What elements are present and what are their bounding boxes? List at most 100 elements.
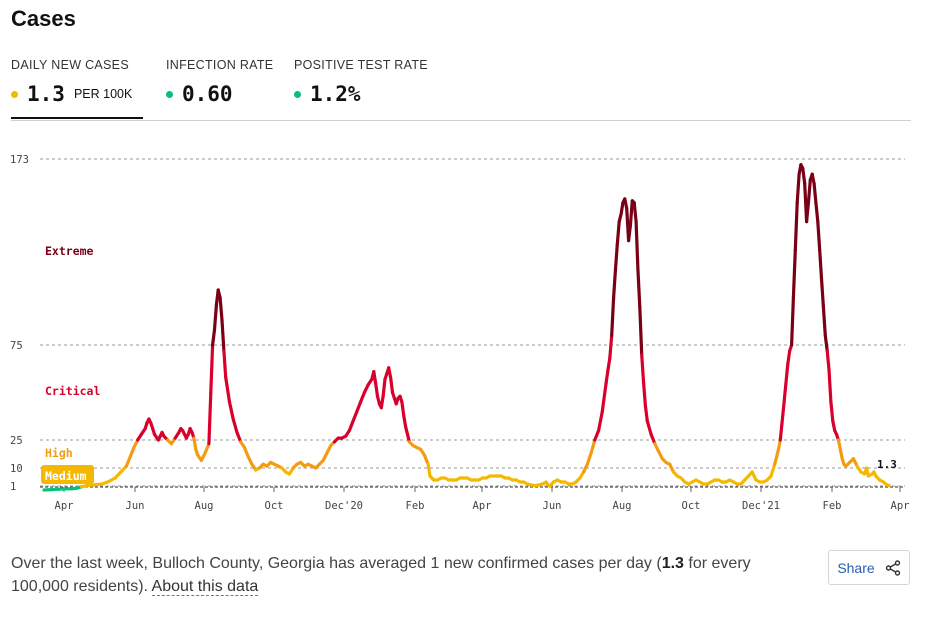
series-line-segment [638,305,644,357]
series-line-segment [831,419,837,433]
series-line-segment [769,462,777,478]
series-line-segment [821,305,827,338]
series-line-segment [212,303,218,332]
series-line-segment [224,375,232,404]
zone-label-high: High [45,446,73,460]
series-line-segment [816,219,822,252]
series-line-segment [585,451,593,466]
metric-tabs: DAILY NEW CASES 1.3 PER 100K INFECTION R… [11,58,911,121]
series-line-segment [793,201,799,252]
series-line-segment [593,428,601,442]
status-dot-icon [294,90,301,98]
tab-value: 1.2% [310,82,361,106]
tab-value: 1.3 [27,82,65,106]
tab-positive-test-rate[interactable]: POSITIVE TEST RATE 1.2% [294,58,428,106]
series-line-segment [203,442,211,455]
series-line-segment [795,172,801,205]
series-line-segment [782,362,790,404]
series-line-segment [791,248,797,300]
tab-unit: PER 100K [73,87,133,101]
zone-label-medium: Medium [45,469,87,483]
series-line-segment [810,172,816,186]
series-line-segment [806,178,812,205]
series-line-segment [640,352,646,385]
share-button[interactable]: Share [828,550,910,585]
tab-infection-rate[interactable]: INFECTION RATE 0.60 [166,58,273,106]
series-line-segment [374,381,380,398]
series-line-segment [613,242,619,271]
series-line-segment [628,199,634,228]
series-line-segment [227,400,235,421]
series-line-segment [634,219,640,271]
series-line-segment [827,368,833,404]
series-line-segment [426,462,432,478]
series-line-segment [610,296,616,338]
y-tick-label: 173 [10,154,29,166]
series-line-segment [387,366,393,379]
series-line-segment [606,356,612,372]
series-line-segment [641,381,648,408]
series-line-segment [379,394,385,410]
series-line-segment [242,445,250,459]
series-line-segment [778,400,786,442]
series-line-segment [211,328,217,347]
series-line-segment [814,201,820,224]
x-tick-label: Dec'20 [325,500,363,512]
series-line-segment [222,349,228,379]
x-tick-label: Jun [126,500,145,512]
x-tick-label: Dec'21 [742,500,780,512]
series-line-segment [220,318,226,353]
y-tick-label: 75 [10,340,23,352]
series-line-segment [812,182,818,205]
summary-value: 1.3 [661,555,684,572]
series-line-segment [389,375,395,395]
series-line-segment [801,166,807,186]
series-line-segment [786,349,792,366]
series-line-segment [818,248,824,281]
x-tick-label: Apr [473,500,492,512]
x-tick-label: Aug [195,500,214,512]
page-title: Cases [11,6,76,31]
series-line-segment [235,430,243,444]
series-line-segment [789,296,796,347]
x-tick-label: Apr [55,500,74,512]
last-value-label: 1.3 [877,458,897,471]
series-line-segment [355,400,363,414]
series-line-segment [773,447,781,466]
series-line-segment [218,296,224,322]
series-line-segment [619,201,625,216]
series-line-segment [608,333,614,360]
series-line-segment [124,455,132,468]
zone-label-extreme: Extreme [45,244,94,258]
x-tick-label: Jun [543,500,562,512]
series-line-segment [209,343,215,395]
series-line-segment [400,400,406,417]
series-line-segment [207,390,213,446]
summary-text-before: Over the last week, Bulloch County, Geor… [11,555,662,572]
tab-label: POSITIVE TEST RATE [294,58,428,72]
series-line-segment [372,370,378,385]
series-line-segment [192,436,198,451]
about-data-link[interactable]: About this data [151,578,259,596]
summary-text: Over the last week, Bulloch County, Geor… [11,552,771,598]
series-line-segment [823,333,829,353]
series-line-segment [626,223,633,243]
tab-label: INFECTION RATE [166,58,274,72]
series-line-segment [128,445,136,459]
series-line-segment [611,267,618,300]
status-dot-icon [11,90,18,98]
zone-badge-medium [41,465,94,484]
x-tick-label: Oct [265,500,284,512]
series-line-segment [643,404,649,423]
series-line-segment [604,368,610,385]
series-line-segment [589,438,597,455]
series-line-segment [381,377,387,398]
summary-text-after: for every 100,000 residents). [11,555,751,595]
series-line-segment [649,432,657,446]
y-tick-label: 10 [10,463,23,475]
series-line-segment [600,381,608,414]
y-tick-label: 25 [10,435,23,447]
tab-daily-new-cases[interactable]: DAILY NEW CASES 1.3 PER 100K [11,58,143,119]
series-line-segment [596,409,604,433]
zone-label-critical: Critical [45,384,100,398]
